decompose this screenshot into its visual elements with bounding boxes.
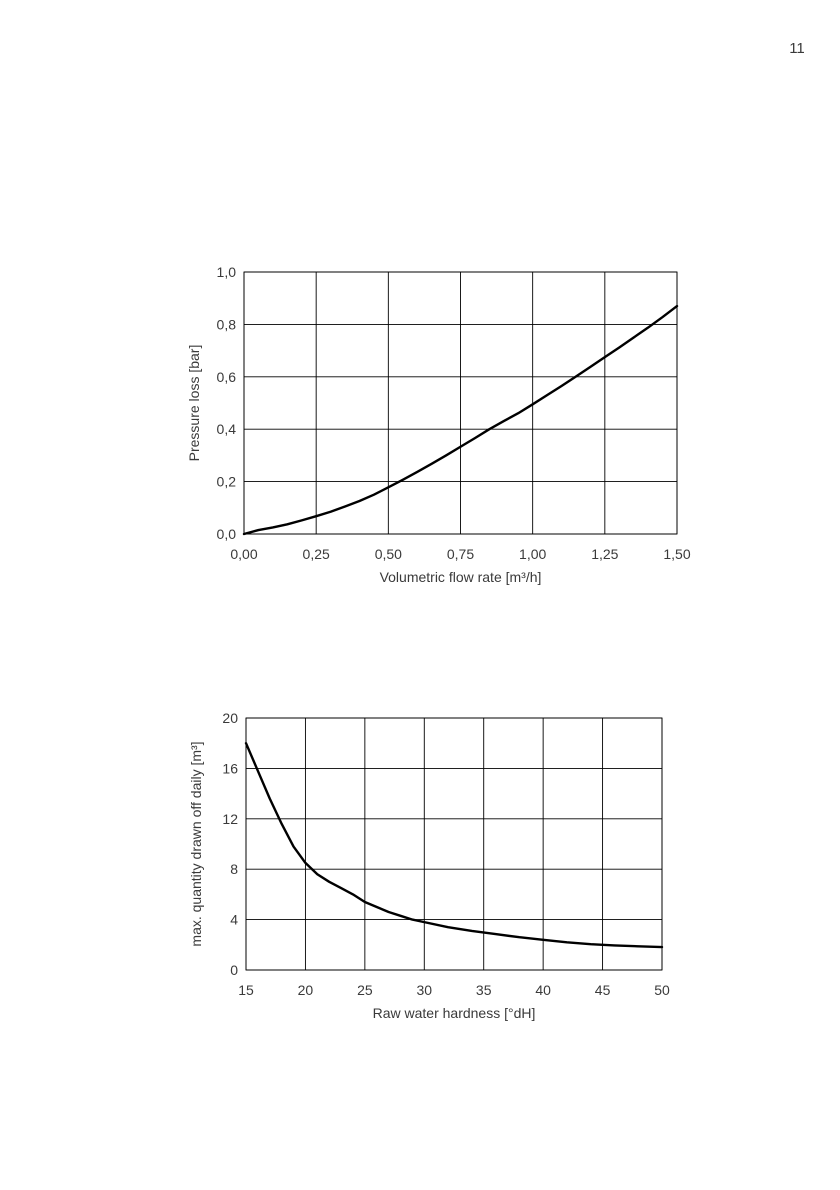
page-number: 11	[789, 40, 805, 57]
pressure-loss-x-tick-labels: 0,00 0,25 0,50 0,75 1,00 1,25 1,50	[230, 546, 690, 562]
pressure-loss-x-tick-label: 1,25	[591, 546, 618, 562]
daily-quantity-y-tick-label: 8	[230, 861, 238, 877]
pressure-loss-x-tick-label: 0,75	[447, 546, 474, 562]
daily-quantity-y-tick-labels: 0 4 8 12 16 20	[222, 710, 238, 978]
daily-quantity-chart: 15 20 25 30 35 40 45 50 0 4 8 12 16 20 Raw water har…	[188, 710, 670, 1021]
daily-quantity-y-tick-label: 12	[222, 811, 238, 827]
pressure-loss-y-tick-label: 0,6	[217, 369, 237, 385]
daily-quantity-y-tick-label: 20	[222, 710, 238, 726]
pressure-loss-curve	[242, 304, 679, 536]
pressure-loss-y-tick-label: 0,0	[217, 526, 237, 542]
daily-quantity-y-tick-label: 4	[230, 912, 238, 928]
pressure-loss-x-tick-label: 0,25	[303, 546, 330, 562]
pressure-loss-y-tick-label: 0,2	[217, 474, 237, 490]
daily-quantity-y-tick-label: 0	[230, 962, 238, 978]
daily-quantity-y-tick-label: 16	[222, 760, 238, 776]
pressure-loss-x-tick-label: 0,50	[375, 546, 402, 562]
daily-quantity-x-tick-label: 25	[357, 982, 373, 998]
daily-quantity-x-tick-label: 35	[476, 982, 492, 998]
pressure-loss-chart: 0,00 0,25 0,50 0,75 1,00 1,25 1,50 0,00,20,40,…	[186, 264, 691, 585]
daily-quantity-x-tick-label: 45	[595, 982, 611, 998]
pressure-loss-y-axis-label: Pressure loss [bar]	[186, 345, 202, 462]
pressure-loss-x-tick-label: 1,00	[519, 546, 546, 562]
pressure-loss-y-tick-labels: 0,0 0,2 0,4 0,6 0,8 1,0	[217, 264, 237, 542]
daily-quantity-x-tick-label: 20	[298, 982, 314, 998]
daily-quantity-x-tick-label: 50	[654, 982, 670, 998]
pressure-loss-y-tick-label: 0,4	[217, 421, 237, 437]
daily-quantity-y-axis-label: max. quantity drawn off daily [m³]	[188, 741, 204, 946]
pressure-loss-x-tick-label: 0,00	[230, 546, 257, 562]
daily-quantity-x-tick-label: 40	[535, 982, 551, 998]
pressure-loss-x-axis-label: Volumetric flow rate [m³/h]	[380, 569, 542, 585]
daily-quantity-curve	[244, 742, 664, 949]
daily-quantity-x-tick-labels: 15 20 25 30 35 40 45 50	[238, 982, 670, 998]
daily-quantity-x-tick-label: 30	[416, 982, 432, 998]
pressure-loss-x-tick-label: 1,50	[663, 546, 690, 562]
pressure-loss-y-tick-label: 1,0	[217, 264, 237, 280]
pressure-loss-gridlines	[243, 271, 678, 535]
pressure-loss-y-tick-label: 0,8	[217, 316, 237, 332]
daily-quantity-plot-frame	[245, 717, 663, 971]
pressure-loss-plot-frame	[243, 271, 678, 535]
daily-quantity-gridlines	[245, 717, 663, 971]
daily-quantity-x-axis-label: Raw water hardness [°dH]	[373, 1005, 536, 1021]
daily-quantity-x-tick-label: 15	[238, 982, 254, 998]
